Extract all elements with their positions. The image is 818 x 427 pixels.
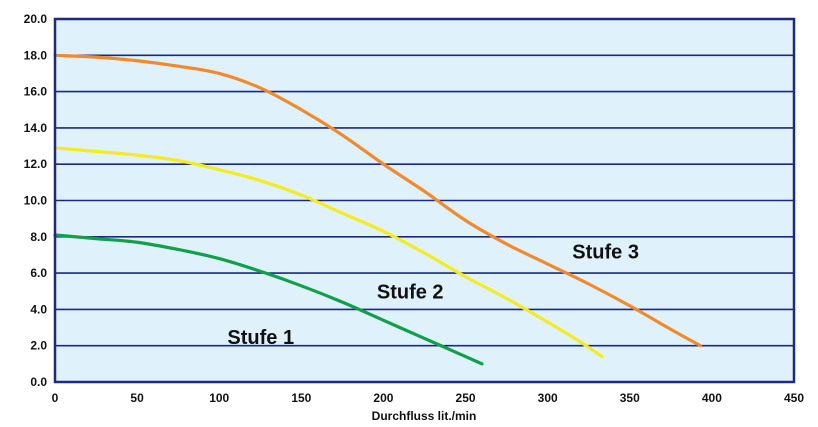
y-tick-label: 18.0 (24, 48, 48, 62)
x-tick-label: 300 (538, 391, 558, 405)
series-lines (53, 53, 702, 366)
y-tick-label: 6.0 (30, 266, 47, 280)
x-tick-label: 400 (702, 391, 722, 405)
series-label-2: Stufe 2 (377, 282, 444, 304)
y-tick-label: 4.0 (30, 302, 47, 316)
x-tick-label: 450 (784, 391, 804, 405)
x-tick-label: 100 (209, 391, 229, 405)
x-tick-label: 0 (52, 391, 59, 405)
y-tick-label: 16.0 (24, 85, 48, 99)
x-tick-label: 250 (456, 391, 476, 405)
series-label-3: Stufe 3 (572, 242, 639, 264)
y-tick-label: 14.0 (24, 121, 48, 135)
x-tick-label: 350 (620, 391, 640, 405)
series-line-3 (53, 53, 702, 348)
y-tick-label: 0.0 (30, 375, 47, 389)
x-tick-label: 150 (291, 391, 311, 405)
series-line-1 (53, 233, 484, 366)
y-tick-label: 8.0 (30, 230, 47, 244)
y-tick-label: 20.0 (24, 12, 48, 26)
x-axis-ticks: 0 50 100 150 200 250 300 350 400 450 (52, 391, 805, 405)
plot-frame (53, 17, 796, 384)
y-tick-label: 2.0 (30, 339, 47, 353)
x-tick-label: 200 (373, 391, 393, 405)
series-label-1: Stufe 1 (227, 327, 294, 349)
y-tick-label: 10.0 (24, 194, 48, 208)
y-tick-label: 12.0 (24, 157, 48, 171)
x-axis-title: Durchfluss lit./min (372, 409, 477, 423)
series-labels: Stufe 1 Stufe 2 Stufe 3 (227, 242, 639, 349)
x-tick-label: 50 (130, 391, 144, 405)
y-axis-ticks: 0.0 2.0 4.0 6.0 8.0 10.0 12.0 14.0 16.0 18.0 20.0 (24, 12, 48, 389)
series-line-2 (53, 146, 604, 359)
